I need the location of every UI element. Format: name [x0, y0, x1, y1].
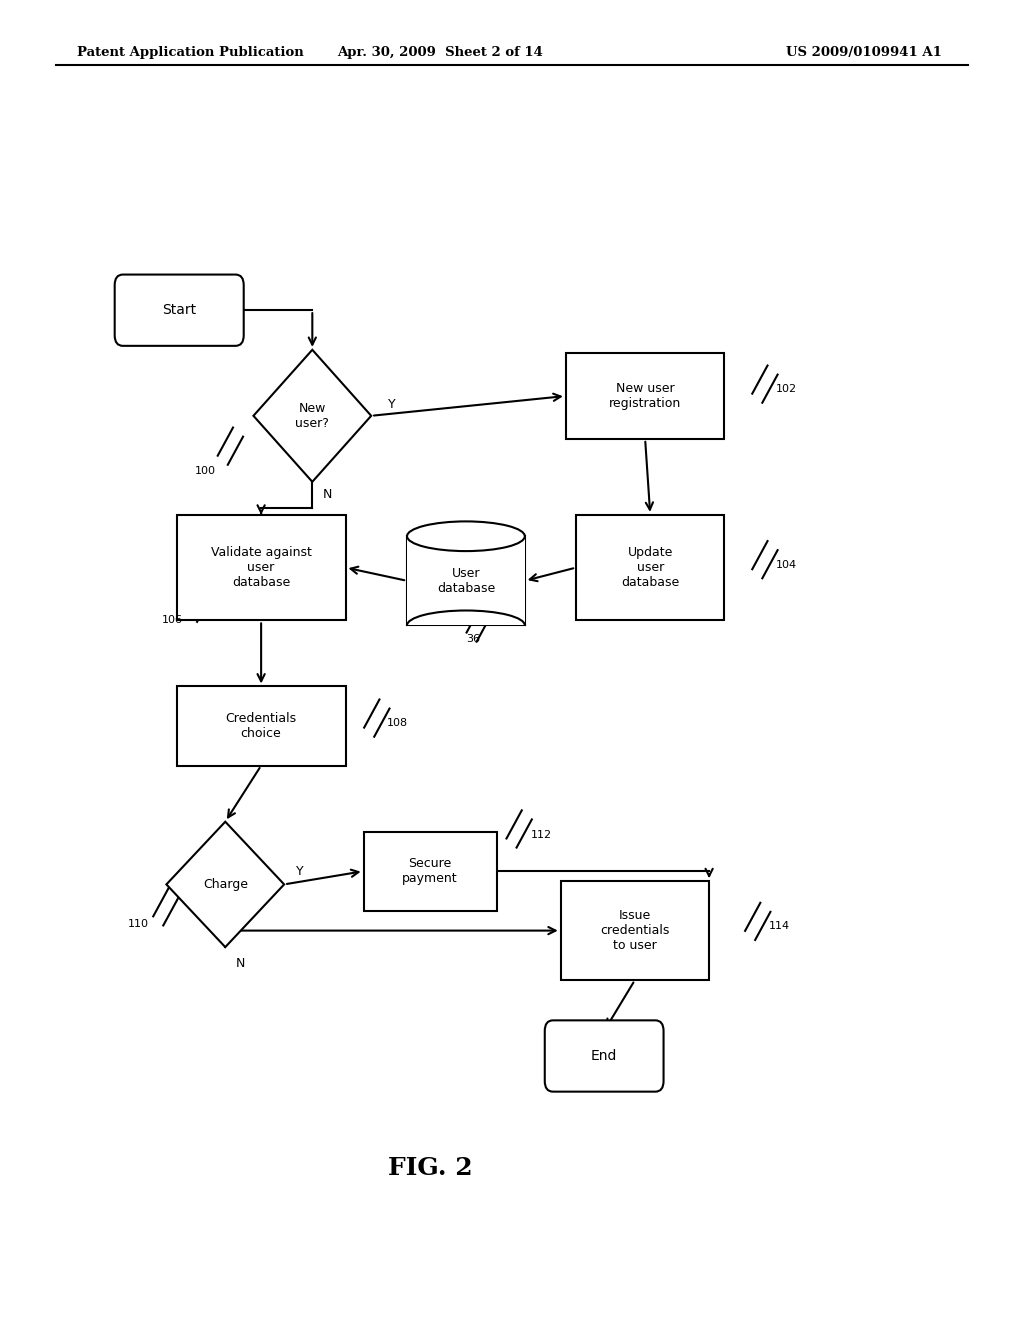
Text: New user
registration: New user registration [609, 381, 681, 411]
Bar [364, 832, 497, 911]
Bar [575, 515, 725, 620]
Text: US 2009/0109941 A1: US 2009/0109941 A1 [786, 46, 942, 59]
Text: 104: 104 [776, 560, 798, 570]
Text: Issue
credentials
to user: Issue credentials to user [600, 909, 670, 952]
Bar [561, 882, 709, 979]
Bar [176, 686, 346, 766]
Text: N: N [323, 487, 332, 500]
Text: 102: 102 [776, 384, 798, 395]
Bar [408, 536, 525, 626]
Polygon shape [254, 350, 371, 482]
FancyBboxPatch shape [545, 1020, 664, 1092]
FancyBboxPatch shape [115, 275, 244, 346]
Text: 106: 106 [162, 615, 183, 626]
Text: Y: Y [297, 865, 304, 878]
Text: Apr. 30, 2009  Sheet 2 of 14: Apr. 30, 2009 Sheet 2 of 14 [337, 46, 544, 59]
Text: Start: Start [162, 304, 197, 317]
Text: Validate against
user
database: Validate against user database [211, 546, 311, 589]
Text: Y: Y [387, 397, 395, 411]
Text: N: N [236, 957, 245, 970]
Text: New
user?: New user? [295, 401, 330, 430]
Text: End: End [591, 1049, 617, 1063]
Text: Update
user
database: Update user database [622, 546, 679, 589]
Text: User
database: User database [437, 566, 495, 595]
Bar [565, 354, 725, 438]
Text: 112: 112 [530, 830, 552, 841]
Text: 110: 110 [128, 919, 150, 929]
Text: Credentials
choice: Credentials choice [225, 711, 297, 741]
Bar [176, 515, 346, 620]
Ellipse shape [408, 521, 525, 552]
Text: 114: 114 [769, 921, 791, 932]
Text: FIG. 2: FIG. 2 [388, 1156, 472, 1180]
Text: Patent Application Publication: Patent Application Publication [77, 46, 303, 59]
Text: Secure
payment: Secure payment [402, 857, 458, 886]
Polygon shape [166, 821, 285, 948]
Text: 100: 100 [195, 466, 216, 477]
Text: Charge: Charge [203, 878, 248, 891]
Text: 36: 36 [466, 634, 480, 644]
Text: 108: 108 [387, 718, 409, 729]
